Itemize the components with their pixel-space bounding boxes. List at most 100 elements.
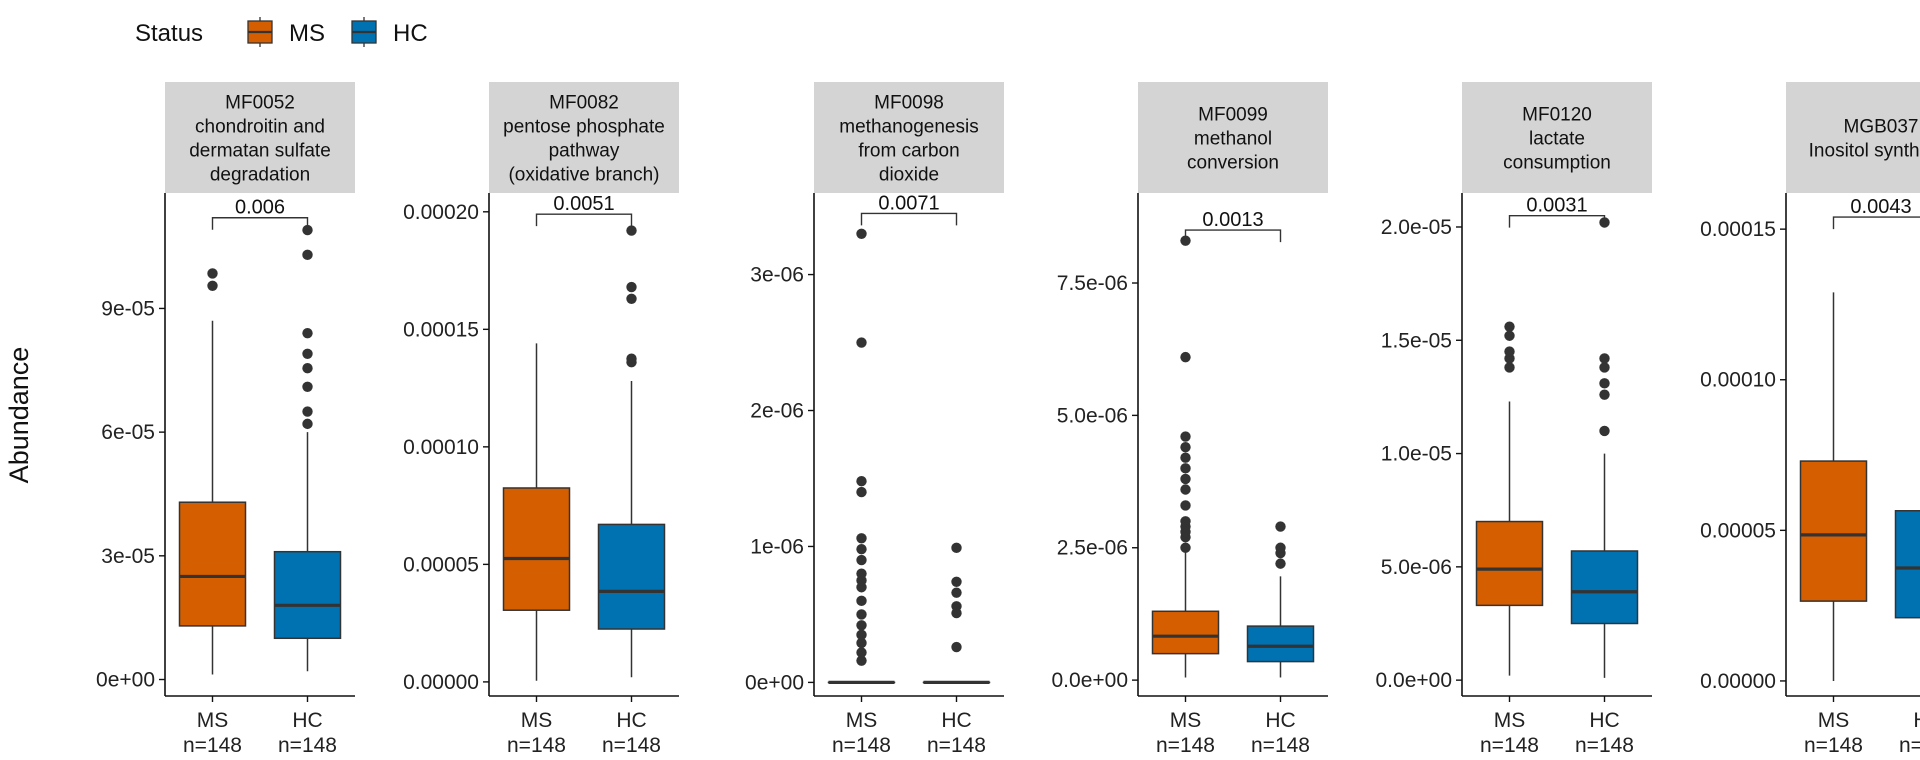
box-iqr: [1475, 520, 1544, 607]
box-hc: [1570, 217, 1639, 678]
facet-strip-text: (oxidative branch): [508, 165, 659, 186]
x-tick-label: MS: [846, 709, 878, 732]
legend: Status MS HC: [135, 17, 428, 47]
outlier-point: [1180, 431, 1191, 442]
box-ms: [178, 268, 247, 675]
legend-title: Status: [135, 20, 203, 47]
outlier-point: [1180, 351, 1191, 363]
outlier-point: [302, 418, 313, 430]
outlier-point: [1180, 542, 1191, 553]
outlier-point: [856, 533, 867, 544]
significance-bracket: [1832, 216, 1920, 230]
outlier-point: [856, 476, 867, 487]
y-tick-label: 0.00005: [403, 553, 479, 576]
significance-bracket: [1508, 214, 1606, 228]
y-tick-label: 7.5e-06: [1057, 272, 1128, 295]
facet-strip-text: consumption: [1503, 153, 1611, 174]
facet-strip: [1138, 82, 1328, 193]
n-label: n=148: [1804, 734, 1863, 757]
y-tick-label: 3e-06: [750, 264, 804, 287]
outlier-point: [951, 576, 962, 588]
n-label: n=148: [507, 734, 566, 757]
box-iqr: [597, 523, 666, 630]
outlier-point: [1275, 542, 1286, 553]
n-label: n=148: [927, 734, 986, 757]
outlier-point: [302, 348, 313, 359]
p-value-label: 0.0071: [878, 192, 939, 214]
box-iqr: [178, 501, 247, 627]
x-tick-label: MS: [197, 709, 229, 732]
outlier-point: [951, 641, 962, 653]
facet-strip-text: dermatan sulfate: [189, 141, 331, 162]
box-ms: [1151, 235, 1220, 678]
x-tick-label: HC: [1913, 709, 1920, 732]
outlier-point: [207, 268, 218, 279]
outlier-point: [856, 637, 867, 649]
y-tick-label: 5.0e-06: [1057, 404, 1128, 427]
y-tick-label: 9e-05: [101, 297, 155, 320]
n-label: n=148: [832, 734, 891, 757]
facet-strip-text: MF0052: [225, 93, 295, 114]
outlier-point: [1180, 516, 1191, 527]
significance-bracket: [211, 217, 309, 230]
facet-strip-text: MGB037: [1844, 117, 1919, 138]
outlier-point: [1180, 484, 1191, 495]
significance-bracket: [1184, 229, 1282, 243]
y-tick-label: 0e+00: [96, 669, 155, 692]
facet-strip-text: lactate: [1529, 129, 1585, 150]
outlier-point: [302, 249, 313, 261]
outlier-point: [1504, 321, 1515, 332]
significance-bracket: [535, 213, 633, 227]
outlier-point: [856, 486, 867, 498]
y-tick-label: 1e-06: [750, 535, 804, 558]
facet-strip: [814, 82, 1004, 193]
panel-mf0052: MF0052 chondroitin and dermatan sulfate deg…: [96, 82, 355, 757]
legend-key-hc: [351, 17, 377, 47]
box-ms: [1799, 292, 1868, 681]
facet-strip-text: MF0099: [1198, 105, 1268, 126]
outlier-point: [1275, 558, 1286, 569]
outlier-point: [856, 337, 867, 348]
facet-strip-text: chondroitin and: [195, 117, 325, 138]
y-tick-label: 0.00010: [1700, 369, 1776, 392]
y-axis-label: Abundance: [4, 347, 34, 484]
p-value-label: 0.0043: [1850, 196, 1911, 218]
x-tick-label: HC: [1265, 709, 1295, 732]
outlier-point: [856, 629, 867, 641]
outlier-point: [1599, 362, 1610, 373]
y-tick-label: 0.00000: [1700, 670, 1776, 693]
box-hc: [1246, 521, 1315, 678]
outlier-point: [856, 228, 867, 239]
outlier-point: [302, 327, 313, 339]
n-label: n=148: [1251, 734, 1310, 757]
panel-mf0098: MF0098 methanogenesis from carbon dioxide 0e…: [745, 82, 1004, 757]
facet-strip: [489, 82, 679, 193]
outlier-point: [1180, 500, 1191, 511]
n-label: n=148: [1899, 734, 1920, 757]
outlier-point: [951, 587, 962, 598]
facet-panels: MF0052 chondroitin and dermatan sulfate deg…: [96, 82, 1920, 757]
panel-mf0099: MF0099 methanol conversion 0.0e+00 2.5e-06 5.…: [1052, 82, 1328, 757]
outlier-point: [1180, 452, 1191, 463]
outlier-point: [1275, 521, 1286, 532]
legend-label-hc: HC: [393, 20, 428, 47]
box-hc: [922, 542, 991, 685]
outlier-point: [1180, 463, 1191, 474]
box-ms: [502, 343, 571, 681]
panel-mgb037: MGB037 Inositol synthesis 0.00000 0.00005 0.…: [1700, 82, 1920, 757]
legend-key-ms: [247, 17, 273, 47]
box-iqr: [1151, 610, 1220, 655]
outlier-point: [1180, 473, 1191, 485]
facet-strip-text: degradation: [210, 165, 310, 186]
facet-strip-text: MF0098: [874, 93, 944, 114]
facet-strip-text: methanogenesis: [839, 117, 978, 138]
outlier-point: [951, 542, 962, 554]
outlier-point: [626, 281, 637, 293]
facet-strip-text: dioxide: [879, 165, 939, 186]
y-tick-label: 1.0e-05: [1381, 443, 1452, 466]
y-tick-label: 0e+00: [745, 671, 804, 694]
facet-strip-text: from carbon: [858, 141, 959, 162]
outlier-point: [302, 406, 313, 417]
y-tick-label: 2.0e-05: [1381, 216, 1452, 239]
